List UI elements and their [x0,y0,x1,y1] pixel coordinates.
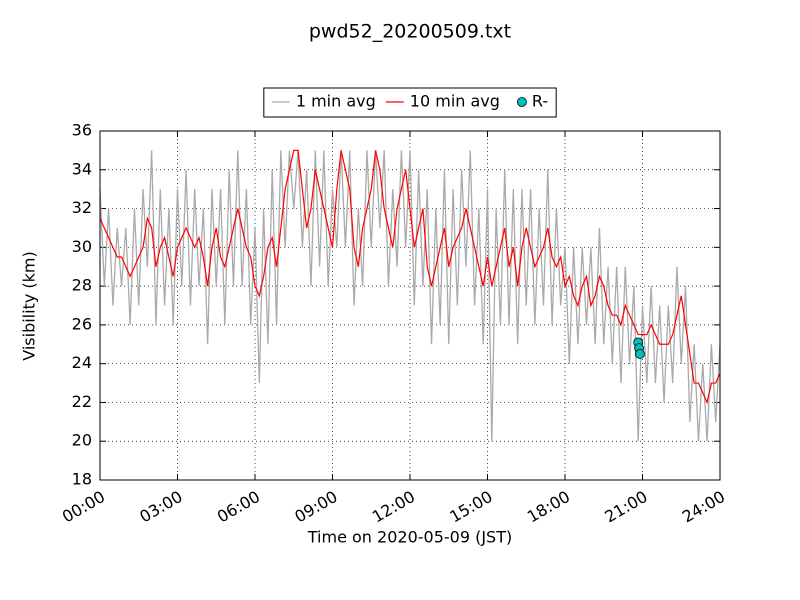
legend-item: 1 min avg [271,92,376,111]
y-tick-label: 24 [72,353,92,372]
legend-item: R- [517,92,548,111]
x-tick-label: 12:00 [369,487,418,527]
x-axis-label: Time on 2020-05-09 (JST) [307,528,512,547]
y-tick-label: 26 [72,314,92,333]
x-tick-label: 24:00 [679,487,728,527]
y-tick-label: 18 [72,470,92,489]
x-tick-label: 03:00 [136,487,185,527]
plot-frame [99,130,721,481]
legend-box [263,87,557,118]
legend-label: 10 min avg [410,92,500,111]
legend-label: R- [532,92,548,111]
legend-label: 1 min avg [296,92,376,111]
y-tick-label: 20 [72,431,92,450]
data-point [635,349,645,359]
y-tick-label: 36 [72,121,92,140]
y-tick-label: 30 [72,237,92,256]
x-tick-label: 15:00 [446,487,495,527]
x-tick-label: 18:00 [524,487,573,527]
series-line [99,149,721,405]
y-tick-label: 28 [72,276,92,295]
legend-item: 10 min avg [385,92,500,111]
x-tick-label: 21:00 [601,487,650,527]
y-tick-label: 34 [72,159,92,178]
y-tick-label: 32 [72,198,92,217]
y-axis-label: Visibility (km) [20,251,39,360]
legend-marker [517,97,527,107]
x-tick-label: 06:00 [214,487,263,527]
y-tick-label: 22 [72,392,92,411]
x-tick-label: 00:00 [59,487,108,527]
x-tick-label: 09:00 [291,487,340,527]
chart-title: pwd52_20200509.txt [309,21,511,43]
series-line [99,150,721,442]
legend: 1 min avg 10 min avg R- [263,87,557,118]
